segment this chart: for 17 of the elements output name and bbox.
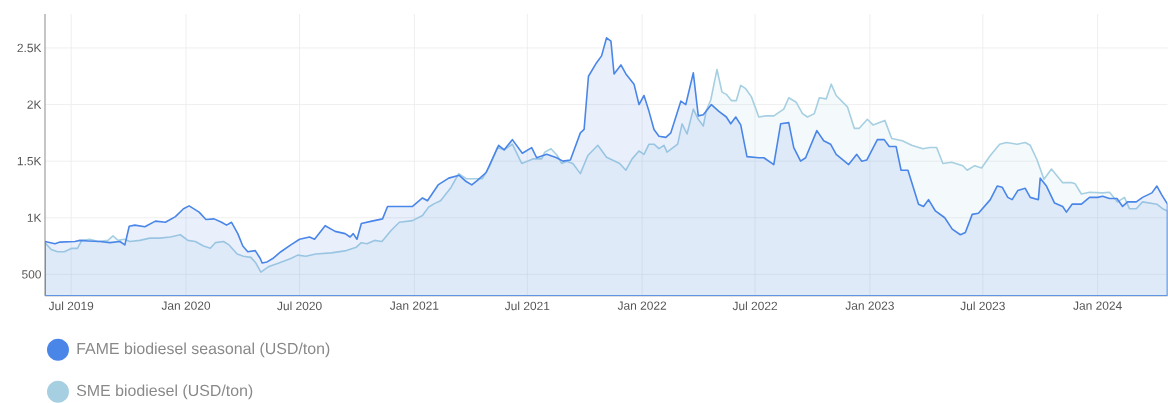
legend-label: FAME biodiesel seasonal (USD/ton): [77, 342, 330, 358]
x-tick-label: Jul 2020: [277, 301, 322, 311]
x-tick-label: Jul 2022: [732, 301, 778, 311]
x-tick-label: Jan 2023: [845, 301, 894, 310]
x-tick-label: Jul 2019: [48, 301, 94, 311]
x-tick-label: Jan 2020: [161, 301, 211, 310]
y-tick-label: 500: [22, 270, 41, 279]
y-tick-label: 1.5K: [17, 157, 42, 166]
y-tick-label: 1K: [27, 213, 42, 222]
legend-label: SME biodiesel (USD/ton): [76, 384, 253, 400]
y-tick-label: 2.5K: [17, 43, 42, 53]
x-tick-label: Jan 2024: [1073, 301, 1122, 310]
y-tick-label: 2K: [27, 100, 42, 109]
x-tick-label: Jul 2023: [960, 301, 1005, 311]
x-tick-label: Jul 2021: [504, 301, 550, 311]
x-tick-label: Jan 2022: [617, 301, 667, 310]
x-tick-label: Jan 2021: [389, 301, 439, 310]
